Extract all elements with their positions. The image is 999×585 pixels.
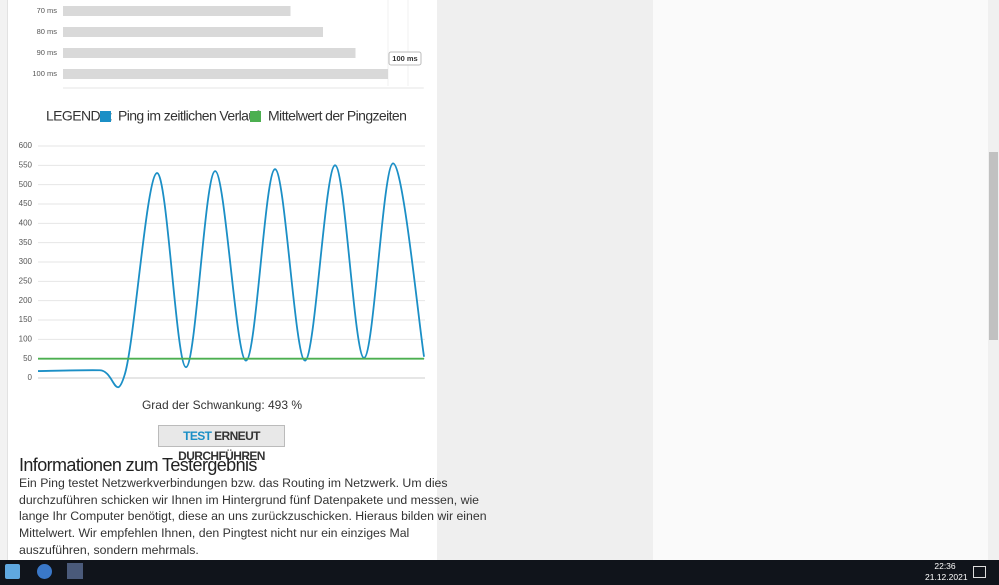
time: 22:36 (934, 561, 956, 571)
paragraph-line: Mittelwert. Wir empfehlen Ihnen, den Pin… (19, 526, 410, 541)
clock[interactable]: 22:36 21.12.2021 (925, 561, 968, 583)
y-tick-label: 250 (19, 276, 33, 285)
right-area (653, 0, 988, 560)
retest-button[interactable]: TEST ERNEUT DURCHFÜHREN (158, 425, 285, 463)
y-tick-label: 450 (19, 199, 33, 208)
y-tick-label: 0 (28, 373, 33, 382)
scrollbar[interactable] (988, 0, 999, 560)
tooltip-box (388, 51, 422, 66)
result-text: Grad der Schwankung: 493 % (141, 398, 303, 412)
y-tick-label: 350 (19, 238, 33, 247)
y-tick-label: 150 (19, 315, 33, 324)
taskbar: 22:36 21.12.2021 (0, 560, 999, 585)
tooltip: 100 ms (392, 54, 417, 63)
y-tick-label: 70 ms (37, 6, 58, 15)
notifications[interactable] (973, 566, 986, 578)
y-tick-label: 600 (19, 141, 33, 150)
paragraph-line: auszuführen, sondern mehrmals. (19, 542, 199, 557)
legend-label: Mittelwert der Pingzeiten (268, 108, 406, 124)
legend-swatch (100, 111, 111, 122)
y-tick-label: 200 (19, 296, 33, 305)
info-paragraph: Ein Ping testet Netzwerkverbindungen bzw… (19, 475, 487, 559)
y-tick-label: 500 (19, 180, 33, 189)
y-tick-label: 90 ms (37, 48, 58, 57)
info-heading: Informationen zum Testergebnis (19, 455, 257, 475)
series-line (37, 162, 425, 389)
side-panel (437, 0, 653, 560)
paragraph-line: durchzuführen schicken wir Ihnen im Hint… (19, 492, 480, 507)
legend-title: LEGENDE: (46, 108, 112, 124)
legend-label: Ping im zeitlichen Verlauf (118, 108, 260, 124)
date: 21.12.2021 (925, 572, 968, 582)
y-tick-label: 80 ms (37, 27, 58, 36)
paragraph-line: lange Ihr Computer benötigt, diese an un… (19, 509, 487, 524)
y-tick-label: 100 ms (32, 69, 57, 78)
bar (63, 27, 323, 37)
button-text: ERNEUT DURCHFÜHREN (178, 429, 265, 463)
app-icon[interactable] (67, 563, 83, 579)
y-tick-label: 300 (19, 257, 33, 266)
charts: 70 ms 80 ms 90 ms 100 ms 100 ms LEGENDE: Ping … (19, 0, 425, 389)
y-tick-label: 100 (19, 334, 33, 343)
y-tick-label: 400 (19, 218, 33, 227)
bar (63, 69, 388, 79)
app-icon[interactable] (37, 564, 52, 579)
bar (63, 6, 291, 16)
legend-swatch (250, 111, 261, 122)
left-margin (0, 0, 8, 560)
scroll-thumb[interactable] (989, 152, 998, 340)
paragraph-line: Ein Ping testet Netzwerkverbindungen bzw… (19, 476, 448, 490)
y-tick-label: 50 (23, 354, 32, 363)
start-button[interactable] (5, 564, 20, 579)
bar (63, 48, 356, 58)
y-tick-label: 550 (19, 160, 33, 169)
button-highlight: TEST (183, 429, 212, 443)
